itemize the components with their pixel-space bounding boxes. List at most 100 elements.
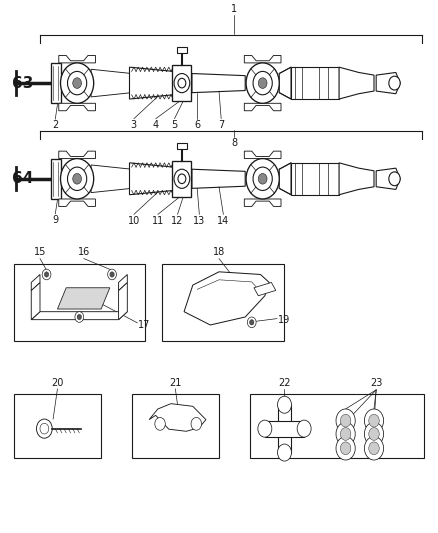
Circle shape — [369, 427, 379, 440]
Text: 14: 14 — [217, 216, 230, 226]
Circle shape — [44, 272, 49, 277]
Circle shape — [258, 78, 267, 88]
Polygon shape — [244, 199, 281, 206]
Circle shape — [389, 172, 400, 185]
Bar — [177, 47, 187, 53]
Polygon shape — [278, 405, 291, 453]
Polygon shape — [192, 74, 245, 93]
Circle shape — [178, 174, 186, 183]
Circle shape — [108, 269, 117, 280]
Bar — [162, 264, 285, 341]
Circle shape — [178, 78, 186, 88]
Circle shape — [77, 314, 81, 320]
Polygon shape — [130, 163, 173, 195]
Circle shape — [297, 420, 311, 437]
Polygon shape — [59, 55, 95, 63]
Polygon shape — [279, 67, 291, 99]
Text: 13: 13 — [193, 216, 205, 226]
Polygon shape — [192, 169, 245, 188]
Circle shape — [253, 167, 272, 190]
Polygon shape — [339, 67, 374, 99]
Circle shape — [364, 437, 384, 460]
Circle shape — [174, 74, 190, 93]
Circle shape — [174, 169, 190, 188]
Circle shape — [389, 76, 400, 90]
Text: 10: 10 — [128, 216, 140, 226]
Text: 7: 7 — [218, 120, 224, 130]
Circle shape — [110, 272, 114, 277]
Circle shape — [278, 444, 291, 461]
Polygon shape — [130, 67, 173, 99]
Circle shape — [336, 422, 355, 446]
Polygon shape — [31, 282, 40, 320]
Text: 9: 9 — [52, 215, 58, 225]
Circle shape — [75, 312, 84, 322]
Polygon shape — [119, 274, 127, 290]
Polygon shape — [339, 163, 374, 195]
Circle shape — [258, 420, 272, 437]
Bar — [172, 65, 191, 101]
Circle shape — [364, 422, 384, 446]
Polygon shape — [291, 163, 339, 195]
Bar — [132, 394, 219, 458]
Text: 21: 21 — [169, 378, 181, 387]
Polygon shape — [31, 312, 127, 320]
Circle shape — [278, 396, 291, 413]
Polygon shape — [244, 151, 281, 159]
Circle shape — [246, 159, 279, 199]
Bar — [51, 63, 60, 103]
Text: 2: 2 — [52, 120, 58, 130]
Circle shape — [73, 78, 81, 88]
Circle shape — [40, 423, 49, 434]
Circle shape — [67, 167, 87, 190]
Text: 15: 15 — [34, 247, 46, 257]
Text: 3: 3 — [131, 120, 137, 130]
Bar — [14, 394, 101, 458]
Bar — [51, 159, 60, 199]
Polygon shape — [149, 403, 206, 431]
Text: 22: 22 — [278, 378, 291, 387]
Polygon shape — [91, 165, 132, 192]
Text: 16: 16 — [78, 247, 90, 257]
Text: 63: 63 — [12, 76, 33, 91]
Polygon shape — [91, 69, 132, 97]
Circle shape — [369, 442, 379, 455]
Text: 4: 4 — [152, 120, 159, 130]
Circle shape — [67, 71, 87, 95]
Text: 8: 8 — [231, 138, 237, 148]
Circle shape — [250, 320, 254, 325]
Bar — [172, 161, 191, 197]
Bar — [177, 143, 187, 149]
Circle shape — [60, 63, 94, 103]
Text: 12: 12 — [171, 216, 184, 226]
Bar — [250, 394, 424, 458]
Text: 19: 19 — [278, 314, 290, 325]
Polygon shape — [244, 103, 281, 111]
Polygon shape — [59, 151, 95, 159]
Polygon shape — [291, 67, 339, 99]
Circle shape — [364, 409, 384, 432]
Polygon shape — [376, 72, 400, 94]
Polygon shape — [59, 199, 95, 206]
Circle shape — [340, 414, 351, 427]
Polygon shape — [119, 282, 127, 320]
Circle shape — [253, 71, 272, 95]
Circle shape — [36, 419, 52, 438]
Circle shape — [258, 173, 267, 184]
Polygon shape — [254, 282, 276, 296]
Text: 20: 20 — [51, 378, 64, 387]
Circle shape — [155, 417, 165, 430]
Text: 18: 18 — [213, 247, 225, 257]
Polygon shape — [279, 163, 291, 195]
Circle shape — [336, 437, 355, 460]
Polygon shape — [244, 55, 281, 63]
Circle shape — [247, 317, 256, 328]
Polygon shape — [59, 103, 95, 111]
Text: 1: 1 — [231, 4, 237, 14]
Circle shape — [340, 442, 351, 455]
Text: 6: 6 — [194, 120, 200, 130]
Polygon shape — [57, 288, 110, 309]
Circle shape — [42, 269, 51, 280]
Circle shape — [246, 63, 279, 103]
Polygon shape — [265, 421, 304, 437]
